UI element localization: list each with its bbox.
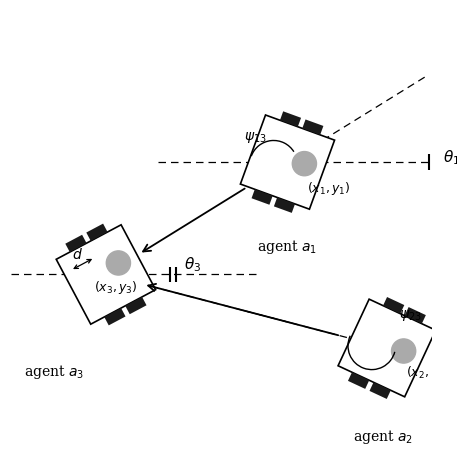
Text: $\psi_{23}$: $\psi_{23}$: [399, 308, 422, 323]
Text: agent $a_1$: agent $a_1$: [257, 238, 318, 256]
Polygon shape: [404, 307, 426, 324]
Polygon shape: [280, 112, 301, 127]
Polygon shape: [383, 297, 404, 314]
Text: $(x_1, y_1)$: $(x_1, y_1)$: [307, 180, 350, 197]
Circle shape: [392, 339, 416, 363]
Text: $(x_2,$: $(x_2,$: [406, 365, 429, 381]
Text: $\theta_3$: $\theta_3$: [184, 255, 201, 274]
Text: agent $a_2$: agent $a_2$: [353, 428, 413, 446]
Polygon shape: [56, 225, 155, 324]
Polygon shape: [86, 223, 107, 241]
Polygon shape: [125, 297, 147, 314]
Text: agent $a_3$: agent $a_3$: [24, 363, 84, 381]
Text: $\psi_{13}$: $\psi_{13}$: [244, 129, 266, 144]
Polygon shape: [251, 189, 273, 205]
Circle shape: [292, 152, 317, 176]
Polygon shape: [348, 372, 369, 389]
Polygon shape: [104, 308, 126, 325]
Text: $d$: $d$: [72, 247, 83, 262]
Text: $(x_3, y_3)$: $(x_3, y_3)$: [94, 279, 138, 297]
Polygon shape: [302, 119, 324, 135]
Polygon shape: [274, 197, 295, 213]
Circle shape: [106, 251, 131, 275]
Polygon shape: [370, 383, 391, 399]
Polygon shape: [65, 235, 86, 252]
Polygon shape: [240, 115, 335, 209]
Text: $\theta_1$: $\theta_1$: [443, 149, 457, 167]
Polygon shape: [338, 299, 436, 397]
